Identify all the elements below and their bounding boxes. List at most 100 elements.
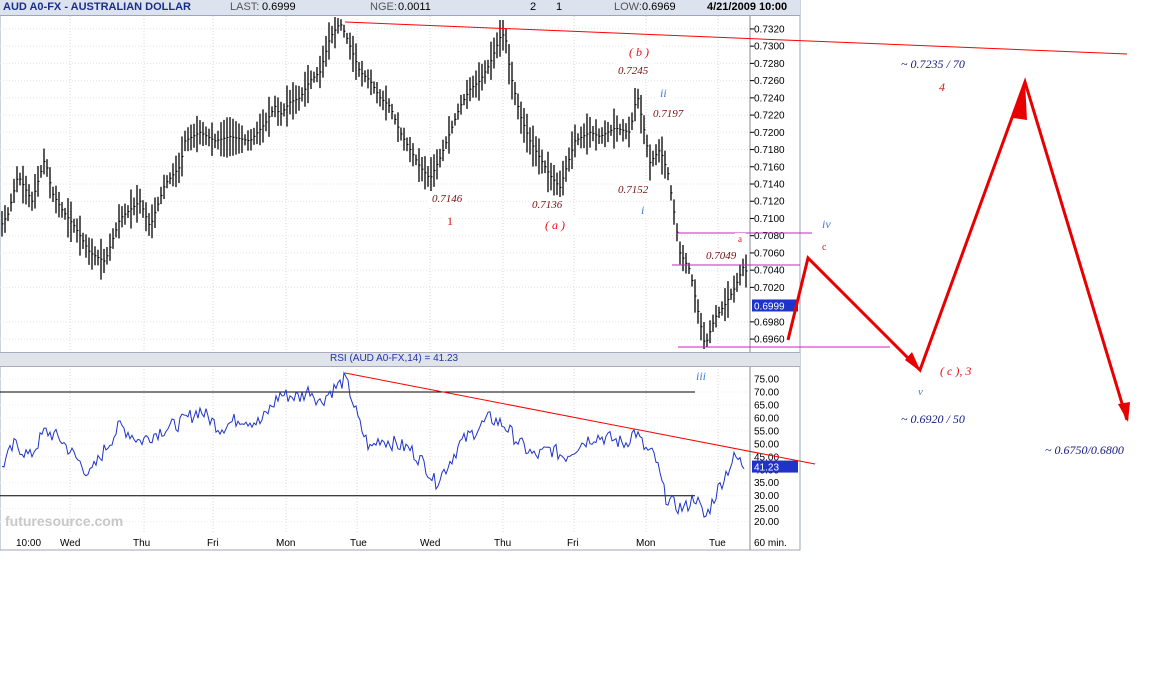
wave-label-v-bg [915,384,927,399]
annotation-0.7197: 0.7197 [653,108,684,120]
rsi-tick-label: 35.00 [754,478,779,489]
x-axis-label: Mon [276,538,295,549]
open-fragment: 1 [556,1,563,13]
wave-label-small-c: c [822,242,827,253]
target-2-bg [898,411,982,427]
rsi-tick-label: 75.00 [754,374,779,385]
price-tick-label: 0.7040 [754,266,785,277]
wave-label-b: ( b ) [629,45,649,59]
annotation-0.7245-bg [615,63,654,78]
rsi-header-bar: RSI (AUD A0-FX,14) = 41.23 [0,352,800,367]
symbol-title: AUD A0-FX - AUSTRALIAN DOLLAR [3,1,192,13]
wave-label-1: 1 [447,214,453,228]
rsi-tick-label: 30.00 [754,491,779,502]
wave-label-iv-bg [819,216,837,232]
price-tick-label: 0.7200 [754,128,785,139]
rsi-tick-label: 20.00 [754,517,779,528]
annotation-0.7245: 0.7245 [618,65,649,77]
price-tick-label: 0.7120 [754,197,785,208]
rsi-tick-label: 70.00 [754,387,779,398]
rsi-tick-label: 65.00 [754,400,779,411]
target-1-bg [898,56,982,72]
wave-label-small-a: a [738,234,742,244]
rsi-tick-label: 55.00 [754,426,779,437]
wave-label-i: i [641,203,644,217]
target-1: ~ 0.7235 / 70 [901,57,965,71]
watermark: futuresource.com [5,513,124,529]
rsi-header: RSI (AUD A0-FX,14) = 41.23 [330,353,459,364]
wave-label-ii-bg [657,85,675,101]
rsi-series [1,371,745,518]
x-axis-label: Tue [350,538,367,549]
price-tick-label: 0.7100 [754,214,785,225]
annotation-0.7146-bg [429,191,468,206]
annotation-0.7152: 0.7152 [618,184,649,196]
current-price-label: 0.6999 [754,301,785,312]
chart-header: AUD A0-FX - AUSTRALIAN DOLLAR LAST: 0.69… [0,0,800,16]
x-axis-label: Wed [420,538,440,549]
annotation-0.7136: 0.7136 [532,199,563,211]
change-label: NGE: [370,1,397,13]
x-axis-label: Fri [567,538,579,549]
x-axis-label: 10:00 [16,538,41,549]
annotation-0.7049-bg [703,248,742,263]
wave-label-v: v [918,386,923,398]
wave-label-i-bg [638,202,650,218]
target-3-bg [1042,442,1138,458]
wave-label-a: ( a ) [545,218,565,232]
target-3: ~ 0.6750/0.6800 [1045,443,1124,457]
wave-label-c3: ( c ), 3 [940,364,971,378]
wave-label-ii: ii [660,86,667,100]
projection-arrowhead [1118,402,1130,422]
annotation-0.7152-bg [615,182,654,197]
last-value: 0.6999 [262,1,296,13]
rsi-tick-label: 45.00 [754,452,779,463]
chart-frame [0,0,801,551]
wave-label-1-bg [444,213,456,229]
annotation-0.7136-bg [529,197,568,212]
price-grid [0,0,801,551]
current-rsi-label: 41.23 [754,463,779,474]
wave-label-iv: iv [822,217,831,231]
projection-arrowhead [1013,82,1027,120]
rsi-line [1,371,745,518]
price-tick-label: 0.7240 [754,93,785,104]
projection-arrowhead [905,352,921,372]
rsi-tick-label: 50.00 [754,439,779,450]
wave-label-small-a-bg [735,233,746,246]
price-tick-label: 0.7180 [754,145,785,156]
price-tick-label: 0.7320 [754,24,785,35]
wave-label-small-c-bg [819,240,830,254]
price-tick-label: 0.7220 [754,111,785,122]
price-tick-label: 0.7020 [754,283,785,294]
axes: 0.7320 0.7300 0.7280 0.7260 0.7240 0.7220 0.72… [16,16,798,550]
price-tick-label: 0.6960 [754,335,785,346]
wave-label-b-bg [626,44,662,60]
current-rsi-box [752,460,798,473]
price-series [1,12,748,361]
price-tick-label: 0.7140 [754,180,785,191]
wave-label-4: 4 [939,80,945,94]
interval-label: 60 min. [754,538,787,549]
rsi-trendline [344,372,816,465]
annotation-0.7197-bg [650,106,689,121]
wave-label-a-bg [542,217,578,233]
target-2: ~ 0.6920 / 50 [901,412,965,426]
wave-label-c3-bg [937,363,997,379]
price-tick-label: 0.7300 [754,42,785,53]
price-tick-label: 0.6980 [754,317,785,328]
last-label: LAST: [230,1,260,13]
price-tick-label: 0.7260 [754,76,785,87]
x-axis-label: Wed [60,538,80,549]
datetime: 4/21/2009 10:00 [707,1,788,13]
price-tick-label: 0.7060 [754,248,785,259]
price-tick-label: 0.7080 [754,231,785,242]
analyst-drawings: 0.73270.7315( b )0.7245ii0.71970.714610.… [330,2,1138,465]
price-tick-label: 0.7160 [754,162,785,173]
x-axis-label: Tue [709,538,726,549]
low-label: LOW: [614,1,642,13]
x-axis-label: Thu [133,538,150,549]
wave-label-4-bg [936,79,948,95]
wave-label-iii-bg [693,368,717,384]
